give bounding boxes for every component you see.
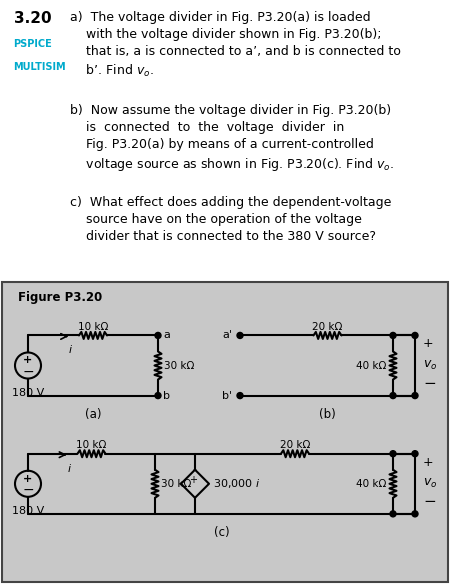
Text: 30 kΩ: 30 kΩ [161,479,191,489]
Circle shape [411,511,417,517]
Text: PSPICE: PSPICE [14,39,52,49]
Circle shape [389,451,395,457]
Text: $i$: $i$ [67,462,72,474]
Text: 20 kΩ: 20 kΩ [312,322,342,332]
Circle shape [236,392,243,399]
Text: b: b [163,391,170,401]
FancyBboxPatch shape [2,282,447,582]
Text: +: + [23,474,32,484]
Text: +: + [23,356,32,366]
Text: 180 V: 180 V [12,506,44,516]
Text: 10 kΩ: 10 kΩ [76,440,106,450]
Text: a': a' [221,331,231,340]
Text: (a): (a) [85,408,101,420]
Text: $v_o$: $v_o$ [422,477,437,491]
Text: $v_o$: $v_o$ [422,359,437,372]
Circle shape [389,392,395,399]
Text: a: a [163,331,170,340]
Text: −: − [422,376,435,391]
Text: 10 kΩ: 10 kΩ [78,322,108,332]
Text: 30 kΩ: 30 kΩ [164,360,194,370]
Circle shape [411,332,417,339]
Text: (c): (c) [213,526,229,539]
Text: −: − [422,494,435,509]
Circle shape [155,332,161,339]
Circle shape [155,392,161,399]
Text: (b): (b) [318,408,335,420]
Text: 40 kΩ: 40 kΩ [355,360,386,370]
Text: a)  The voltage divider in Fig. P3.20(a) is loaded
    with the voltage divider : a) The voltage divider in Fig. P3.20(a) … [70,11,400,79]
Text: +: + [422,456,433,469]
Text: Figure P3.20: Figure P3.20 [18,291,102,304]
Circle shape [389,511,395,517]
Circle shape [236,332,243,339]
Circle shape [411,451,417,457]
Text: b': b' [221,391,231,401]
Text: +: + [189,475,197,485]
Text: $i$: $i$ [69,343,74,356]
Text: c)  What effect does adding the dependent-voltage
    source have on the operati: c) What effect does adding the dependent… [70,196,391,243]
Text: −: − [22,483,34,497]
Circle shape [389,332,395,339]
Text: 30,000 $i$: 30,000 $i$ [212,477,260,491]
Circle shape [411,392,417,399]
Text: 40 kΩ: 40 kΩ [355,479,386,489]
Text: 180 V: 180 V [12,388,44,398]
Text: MULTISIM: MULTISIM [14,62,66,72]
Text: −: − [22,364,34,378]
Text: 3.20: 3.20 [14,11,51,26]
Text: +: + [422,338,433,350]
Text: b)  Now assume the voltage divider in Fig. P3.20(b)
    is  connected  to  the  : b) Now assume the voltage divider in Fig… [70,104,393,172]
Text: 20 kΩ: 20 kΩ [279,440,309,450]
